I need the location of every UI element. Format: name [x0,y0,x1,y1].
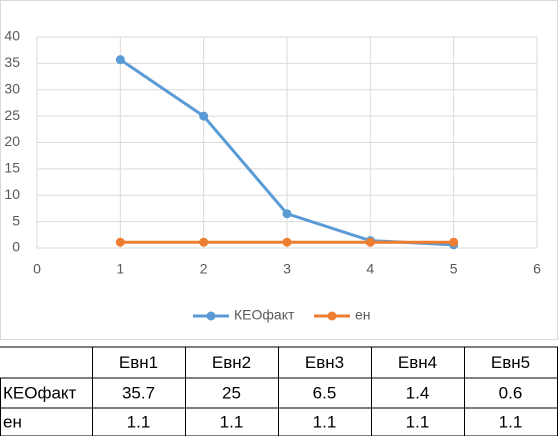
x-tick-label: 4 [366,261,374,277]
table-cell: 6.5 [313,383,337,402]
y-tick-label: 5 [12,212,20,228]
row-label: КЕОфакт [3,383,77,402]
x-tick-label: 2 [200,261,208,277]
point [115,237,125,247]
x-tick-label: 6 [533,261,541,277]
x-tick-label: 1 [116,261,124,277]
x-tick-label: 5 [450,261,458,277]
table-cell: 0.6 [499,383,523,402]
point [449,237,459,247]
chart: 0 5 10 15 20 25 30 35 40 0 1 2 3 4 5 6 КЕОфакт ен [4,28,541,323]
y-tick-label: 10 [4,186,20,202]
point [199,111,209,121]
table-cell: 1.1 [220,412,244,431]
column-header: Евн1 [119,353,158,372]
column-header: Евн3 [305,353,344,372]
table-cell: 1.1 [406,412,430,431]
x-tick-label: 3 [283,261,291,277]
table-cell: 1.1 [313,412,337,431]
row-label: ен [3,412,22,431]
table-cell: 25 [222,383,241,402]
data-table: Евн1 Евн2 Евн3 Евн4 Евн5 КЕОфакт 35.7 25 6.5 1.4 0… [0,346,558,436]
legend-marker [206,311,216,321]
legend-label: ен [355,307,371,323]
y-tick-label: 15 [4,160,20,176]
x-tick-label: 0 [33,261,41,277]
legend-label: КЕОфакт [234,307,295,323]
column-header: Евн5 [491,353,530,372]
y-tick-label: 25 [4,107,20,123]
y-tick-label: 20 [4,133,20,149]
chart-frame [0,0,558,340]
column-header: Евн2 [212,353,251,372]
point [115,55,125,65]
point [365,237,375,247]
y-tick-label: 0 [12,239,20,255]
table-cell: 35.7 [122,383,155,402]
column-header: Евн4 [398,353,437,372]
y-tick-label: 40 [4,28,20,44]
table-cell: 1.1 [127,412,151,431]
legend-marker [327,311,337,321]
y-tick-label: 35 [4,54,20,70]
y-tick-label: 30 [4,80,20,96]
table-cell: 1.1 [499,412,523,431]
point [199,237,209,247]
point [282,237,292,247]
table-cell: 1.4 [406,383,430,402]
point [282,209,292,219]
